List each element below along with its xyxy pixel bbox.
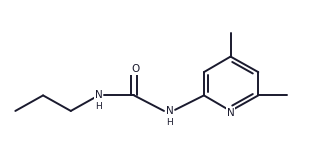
Text: H: H bbox=[95, 102, 102, 111]
Text: H: H bbox=[166, 118, 173, 127]
Text: O: O bbox=[131, 64, 139, 74]
Text: N: N bbox=[166, 106, 173, 116]
Text: N: N bbox=[227, 108, 234, 118]
Text: N: N bbox=[95, 90, 102, 100]
